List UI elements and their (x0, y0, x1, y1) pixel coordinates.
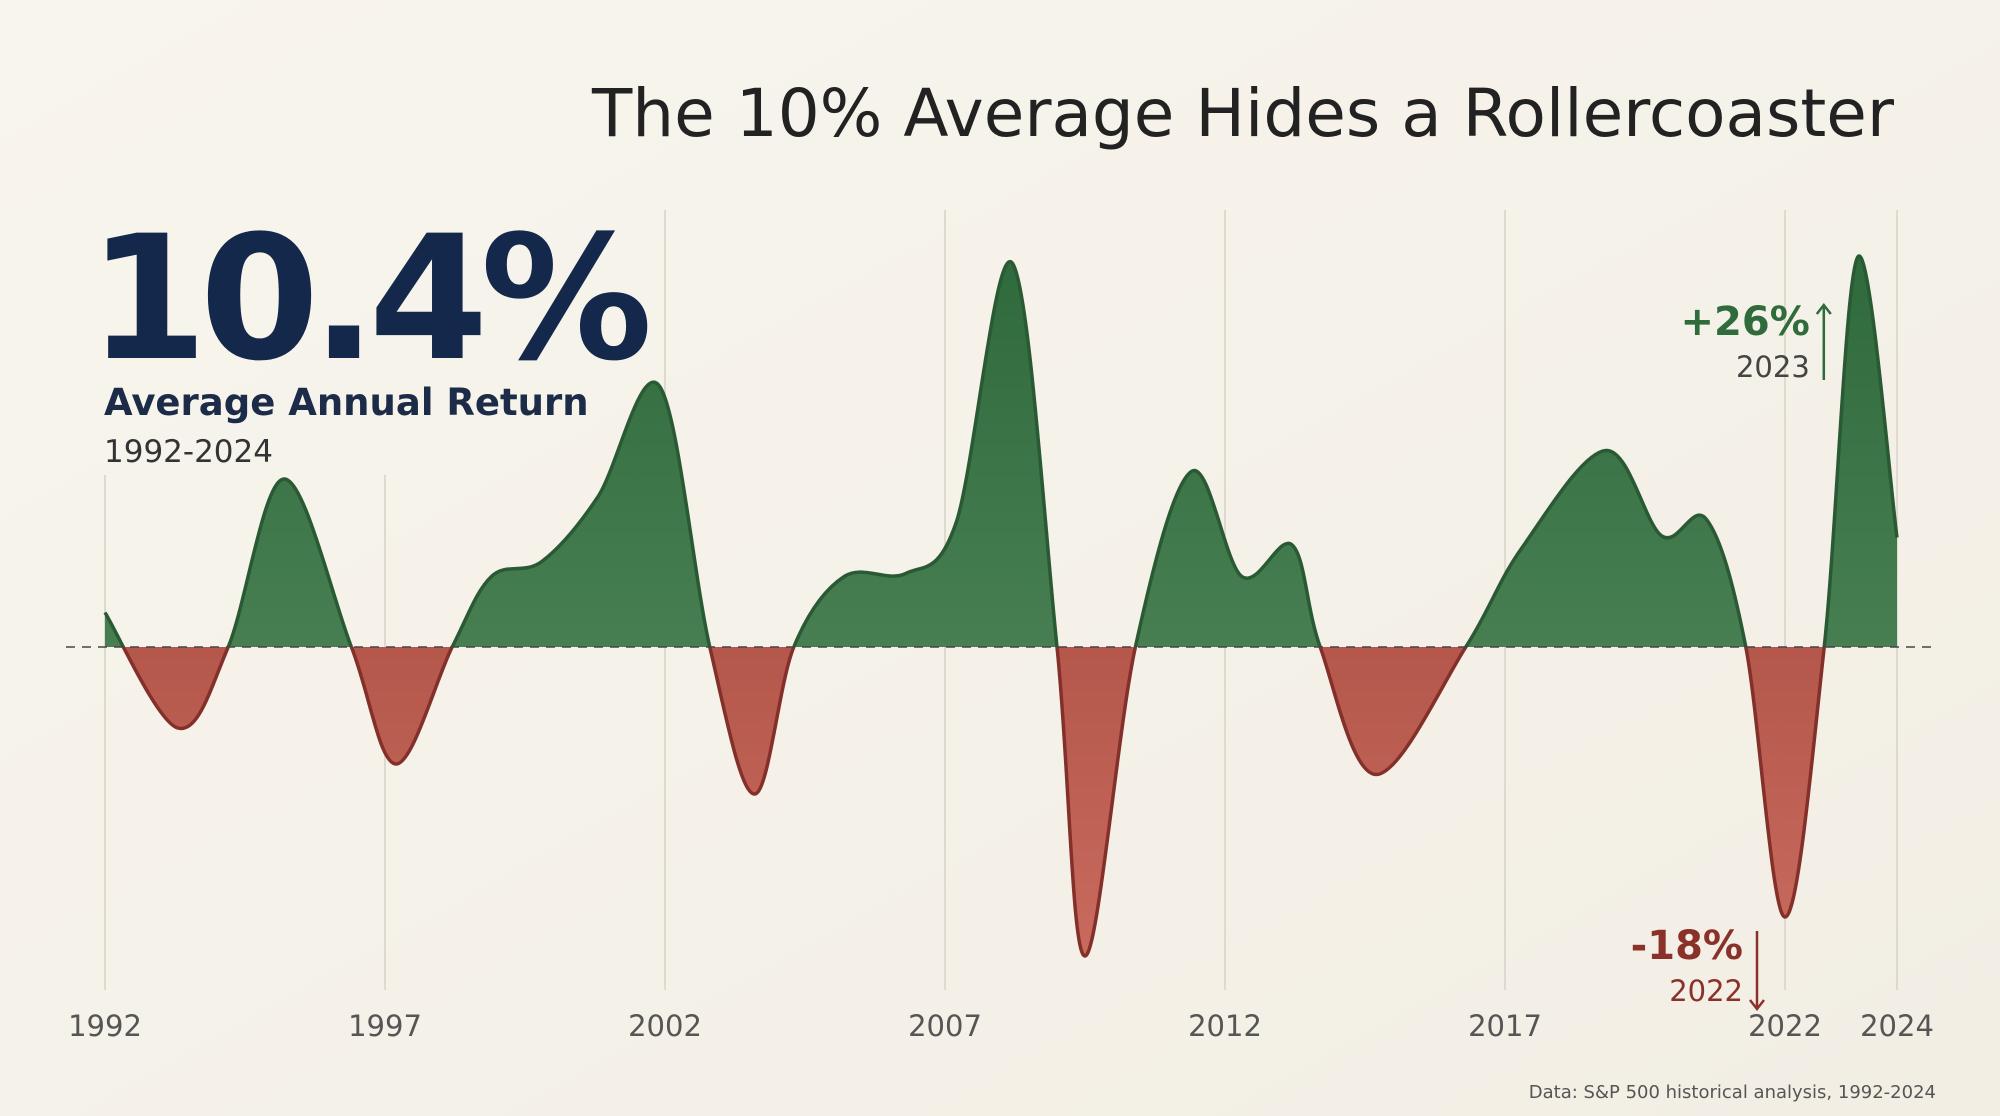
annotation-value: -18% (1631, 923, 1743, 969)
annotation-year: 2022 (1669, 974, 1743, 1008)
plot (66, 254, 1936, 958)
x-tick-label: 1992 (68, 1009, 142, 1043)
annotation-arrowhead (1749, 999, 1765, 1012)
kpi-label: Average Annual Return (104, 381, 589, 424)
chart-title: The 10% Average Hides a Rollercoaster (591, 75, 1895, 152)
area-positive (105, 256, 1897, 647)
line-negative (121, 647, 1826, 958)
x-tick-label: 2002 (628, 1009, 702, 1043)
annotation-value: +26% (1681, 299, 1810, 345)
kpi-period: 1992-2024 (104, 434, 273, 470)
x-tick-label: 2017 (1468, 1009, 1542, 1043)
x-tick-label: 2012 (1188, 1009, 1262, 1043)
x-tick-label: 2022 (1748, 1009, 1822, 1043)
x-tick-label: 2024 (1860, 1009, 1934, 1043)
annotation-arrowhead (1815, 302, 1832, 315)
source: Data: S&P 500 historical analysis, 1992-… (1529, 1082, 1936, 1103)
x-tick-label: 2007 (908, 1009, 982, 1043)
x-tick-label: 1997 (348, 1009, 422, 1043)
annotation-year: 2023 (1736, 350, 1810, 384)
line-positive (103, 254, 1899, 647)
kpi-value: 10.4% (88, 198, 647, 399)
